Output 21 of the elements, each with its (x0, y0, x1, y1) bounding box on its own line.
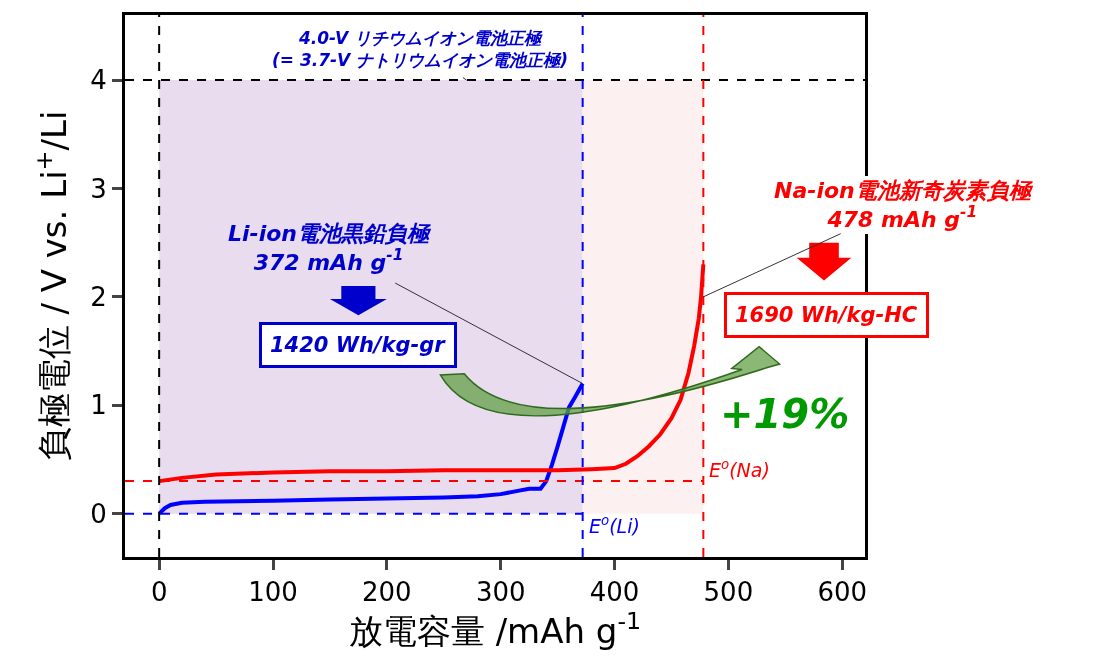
annotation: Li-ion電池黒鉛負極 372 mAh g$^{-1}$ (228, 221, 433, 275)
x-tick-label: 300 (475, 577, 526, 608)
y-tick-label: 4 (90, 65, 107, 96)
annotation: 4.0-V リチウムイオン電池正極 (= 3.7-V ナトリウムイオン電池正極) (272, 28, 568, 71)
ref-line-label: E$^{o}$(Na) (709, 457, 770, 481)
x-tick-label: 400 (589, 577, 640, 608)
x-axis-title: 放電容量 /mAh g$^{-1}$ (348, 607, 642, 652)
x-tick-label: 200 (362, 577, 412, 608)
annotation: Na-ion電池新奇炭素負極 478 mAh g$^{-1}$ (774, 178, 1034, 232)
y-tick-label: 0 (90, 498, 107, 529)
y-tick-label: 1 (90, 390, 107, 421)
annotation: 1420 Wh/kg-gr (270, 333, 447, 357)
x-tick-label: 600 (817, 577, 868, 608)
y-tick-label: 2 (90, 281, 107, 312)
ref-line-label: E$^{o}$(Li) (589, 513, 640, 537)
x-tick-label: 500 (703, 577, 754, 608)
annotation: 1690 Wh/kg-HC (735, 303, 918, 327)
y-tick-label: 3 (90, 173, 107, 204)
x-tick-label: 100 (248, 577, 298, 608)
x-tick-label: 0 (150, 577, 168, 608)
annotation: +19% (720, 391, 850, 437)
